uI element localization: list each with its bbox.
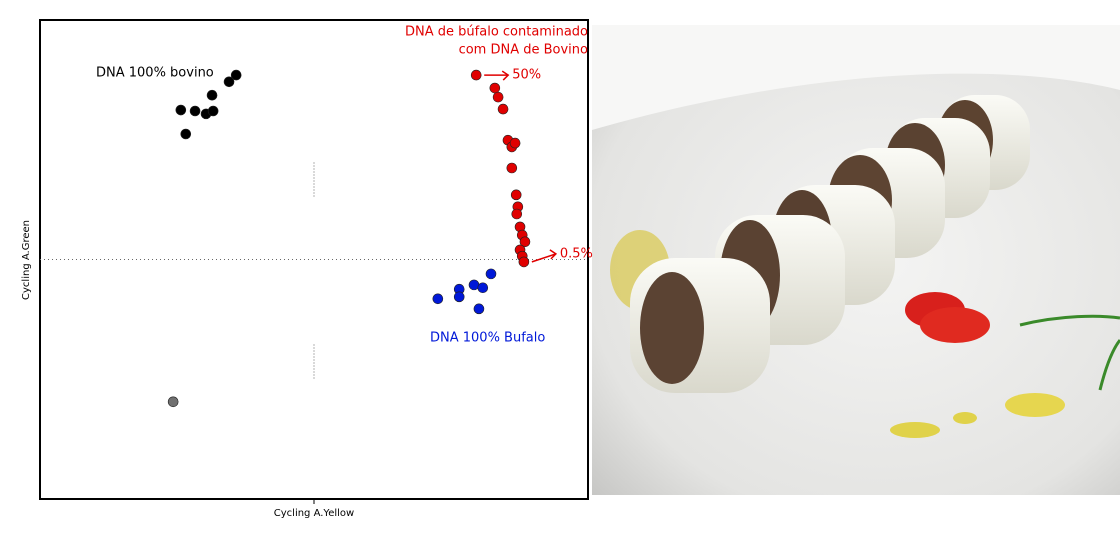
annotation-arrowhead xyxy=(549,249,558,260)
x-axis-label: Cycling A.Yellow xyxy=(274,508,354,519)
point xyxy=(468,279,480,291)
point xyxy=(180,128,192,140)
annotation: 50% xyxy=(512,68,541,83)
point xyxy=(518,256,530,268)
point xyxy=(510,189,522,201)
point xyxy=(189,105,201,117)
annotation-arrowhead xyxy=(501,70,510,81)
legend-label: DNA de búfalo contaminado xyxy=(405,25,588,40)
point xyxy=(509,137,521,149)
food-photo xyxy=(592,25,1120,495)
point xyxy=(470,69,482,81)
annotation-arrow xyxy=(531,253,557,263)
point xyxy=(453,291,465,303)
point xyxy=(167,396,179,408)
point xyxy=(489,82,501,94)
point xyxy=(477,282,489,294)
point xyxy=(511,208,523,220)
point xyxy=(497,103,509,115)
plot-frame xyxy=(39,19,589,500)
point xyxy=(506,162,518,174)
annotation: 0.5% xyxy=(560,246,593,261)
legend-label: com DNA de Bovino xyxy=(459,43,588,58)
legend-label: DNA 100% Bufalo xyxy=(430,331,545,346)
point xyxy=(206,89,218,101)
point xyxy=(519,236,531,248)
point xyxy=(473,303,485,315)
legend-label: DNA 100% bovino xyxy=(96,66,214,81)
point xyxy=(175,104,187,116)
point xyxy=(223,76,235,88)
point xyxy=(485,268,497,280)
point xyxy=(492,91,504,103)
point xyxy=(432,293,444,305)
y-axis-label: Cycling A.Green xyxy=(21,220,32,300)
point xyxy=(230,69,242,81)
point xyxy=(207,105,219,117)
